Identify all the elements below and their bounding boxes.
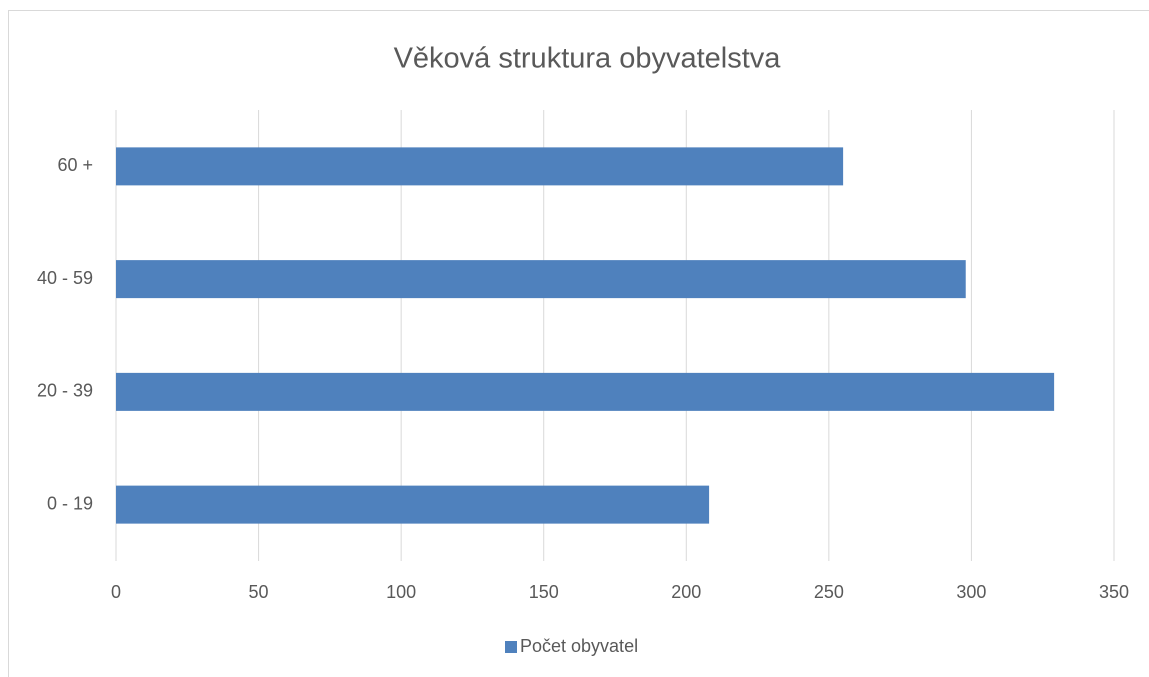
x-tick-label: 0: [111, 582, 121, 602]
x-tick-label: 350: [1099, 582, 1129, 602]
bar: [116, 372, 1055, 411]
bar: [116, 147, 844, 186]
chart-title: Věková struktura obyvatelstva: [394, 43, 782, 75]
legend-swatch: [505, 641, 517, 653]
x-tick-label: 150: [529, 582, 559, 602]
chart-border: [8, 10, 1149, 677]
legend-label: Počet obyvatel: [520, 636, 638, 656]
y-tick-label: 40 - 59: [37, 268, 93, 288]
x-tick-label: 250: [814, 582, 844, 602]
x-tick-label: 50: [249, 582, 269, 602]
bar: [116, 260, 966, 299]
x-tick-label: 300: [956, 582, 986, 602]
y-tick-label: 60 +: [57, 155, 93, 175]
y-tick-label: 20 - 39: [37, 381, 93, 401]
y-tick-label: 0 - 19: [47, 493, 93, 513]
bar: [116, 485, 710, 524]
x-tick-label: 200: [671, 582, 701, 602]
x-tick-label: 100: [386, 582, 416, 602]
